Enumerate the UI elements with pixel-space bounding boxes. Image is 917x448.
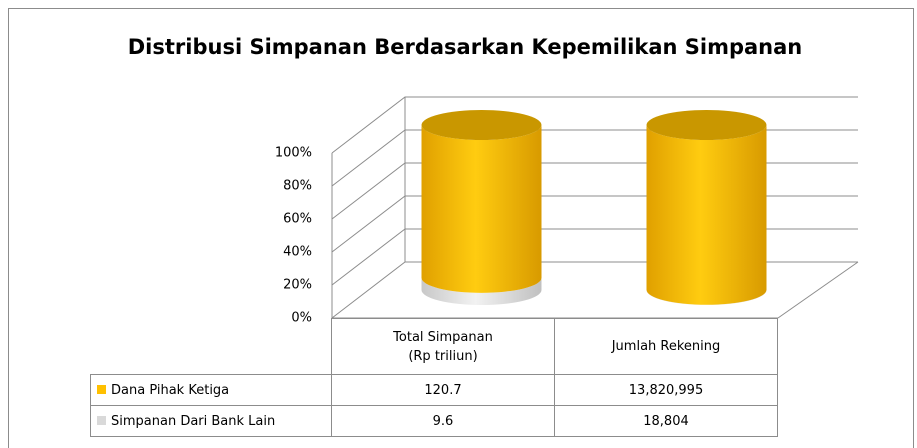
category-label: Total Simpanan (Rp triliun) <box>331 318 555 375</box>
cylinder-top <box>646 110 767 140</box>
chart-frame <box>8 8 914 448</box>
grid-line <box>331 129 858 187</box>
cylinder-top <box>421 110 542 140</box>
legend-key <box>97 384 106 394</box>
cylinder-segment <box>421 277 542 305</box>
table-value: 9.6 <box>331 405 555 437</box>
legend-label: Simpanan Dari Bank Lain <box>111 413 276 429</box>
data-table: Total Simpanan (Rp triliun) Jumlah Rekeni… <box>90 318 778 437</box>
legend-key <box>97 415 106 425</box>
grid-line <box>331 96 858 154</box>
table-row: Simpanan Dari Bank Lain 9.6 18,804 <box>90 405 778 437</box>
category-label: Jumlah Rekening <box>554 318 778 375</box>
y-tick-label: 80% <box>283 179 312 194</box>
table-corner <box>90 318 332 375</box>
legend-entry: Simpanan Dari Bank Lain <box>90 405 332 437</box>
table-row: Dana Pihak Ketiga 120.7 13,820,995 <box>90 374 778 406</box>
y-tick-label: 60% <box>283 212 312 227</box>
grid-line <box>331 228 858 286</box>
table-value: 18,804 <box>554 405 778 437</box>
cylinder-segment <box>646 125 767 305</box>
y-tick-label: 20% <box>283 278 312 293</box>
y-tick-label: 40% <box>283 245 312 260</box>
grid-line <box>331 261 858 319</box>
cylinder-segment <box>421 125 542 293</box>
y-tick-label: 100% <box>275 146 312 161</box>
grid-line <box>331 162 858 220</box>
chart-title: Distribusi Simpanan Berdasarkan Kepemili… <box>128 35 803 59</box>
legend-label: Dana Pihak Ketiga <box>111 382 230 398</box>
table-value: 120.7 <box>331 374 555 406</box>
legend-entry: Dana Pihak Ketiga <box>90 374 332 406</box>
grid-line <box>331 195 858 253</box>
table-value: 13,820,995 <box>554 374 778 406</box>
